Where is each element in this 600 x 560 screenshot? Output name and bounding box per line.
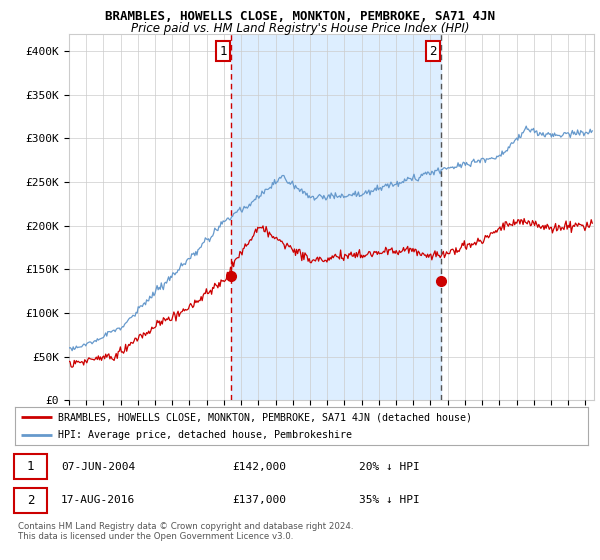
Text: 07-JUN-2004: 07-JUN-2004 <box>61 462 135 472</box>
FancyBboxPatch shape <box>14 488 47 512</box>
Text: 35% ↓ HPI: 35% ↓ HPI <box>359 495 419 505</box>
Text: 1: 1 <box>219 45 227 58</box>
Text: 20% ↓ HPI: 20% ↓ HPI <box>359 462 419 472</box>
Text: BRAMBLES, HOWELLS CLOSE, MONKTON, PEMBROKE, SA71 4JN: BRAMBLES, HOWELLS CLOSE, MONKTON, PEMBRO… <box>105 10 495 23</box>
Bar <box>232 34 442 400</box>
Text: Contains HM Land Registry data © Crown copyright and database right 2024.
This d: Contains HM Land Registry data © Crown c… <box>18 522 353 542</box>
Text: £137,000: £137,000 <box>233 495 287 505</box>
Text: 2: 2 <box>429 45 436 58</box>
FancyBboxPatch shape <box>14 455 47 479</box>
Text: 17-AUG-2016: 17-AUG-2016 <box>61 495 135 505</box>
Text: £142,000: £142,000 <box>233 462 287 472</box>
Text: Price paid vs. HM Land Registry's House Price Index (HPI): Price paid vs. HM Land Registry's House … <box>131 22 469 35</box>
Text: HPI: Average price, detached house, Pembrokeshire: HPI: Average price, detached house, Pemb… <box>58 430 352 440</box>
Text: BRAMBLES, HOWELLS CLOSE, MONKTON, PEMBROKE, SA71 4JN (detached house): BRAMBLES, HOWELLS CLOSE, MONKTON, PEMBRO… <box>58 412 472 422</box>
Text: 1: 1 <box>27 460 34 473</box>
Text: 2: 2 <box>27 494 34 507</box>
